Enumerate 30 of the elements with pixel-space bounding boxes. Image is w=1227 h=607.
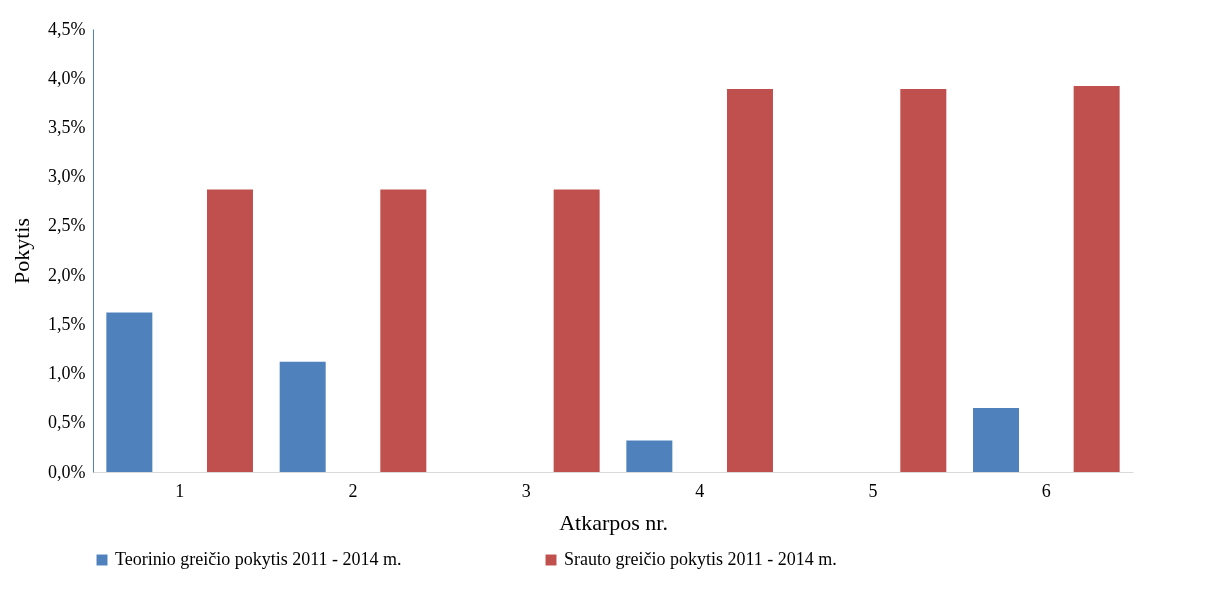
x-axis-title: Atkarpos nr. <box>559 509 668 535</box>
x-tick-label: 5 <box>868 480 878 501</box>
x-tick-label: 3 <box>521 480 531 501</box>
bar <box>626 440 673 472</box>
y-tick-label: 0,0% <box>48 461 86 482</box>
bar <box>279 361 326 472</box>
legend-label: Teorinio greičio pokytis 2011 - 2014 m. <box>115 549 402 569</box>
y-tick-label: 2,0% <box>48 264 86 285</box>
bar <box>206 189 253 472</box>
bar <box>380 189 427 472</box>
bar <box>1073 86 1120 472</box>
y-tick-label: 0,5% <box>48 412 86 433</box>
y-tick-label: 3,0% <box>48 166 86 187</box>
y-tick-label: 3,5% <box>48 116 86 137</box>
bar <box>973 408 1020 472</box>
y-axis-title: Pokytis <box>9 217 35 285</box>
x-tick-label: 4 <box>695 480 705 501</box>
bar <box>900 89 947 472</box>
x-tick-label: 2 <box>348 480 358 501</box>
bar <box>553 189 600 472</box>
x-tick-label: 6 <box>1041 480 1051 501</box>
y-tick-label: 1,0% <box>48 363 86 384</box>
y-tick-label: 2,5% <box>48 215 86 236</box>
x-tick-label: 1 <box>175 480 185 501</box>
y-tick-label: 4,0% <box>48 67 86 88</box>
bar <box>106 312 153 472</box>
legend-label: Srauto greičio pokytis 2011 - 2014 m. <box>564 549 837 569</box>
bar <box>726 89 773 472</box>
y-tick-label: 1,5% <box>48 313 86 334</box>
y-tick-label: 4,5% <box>48 18 86 39</box>
